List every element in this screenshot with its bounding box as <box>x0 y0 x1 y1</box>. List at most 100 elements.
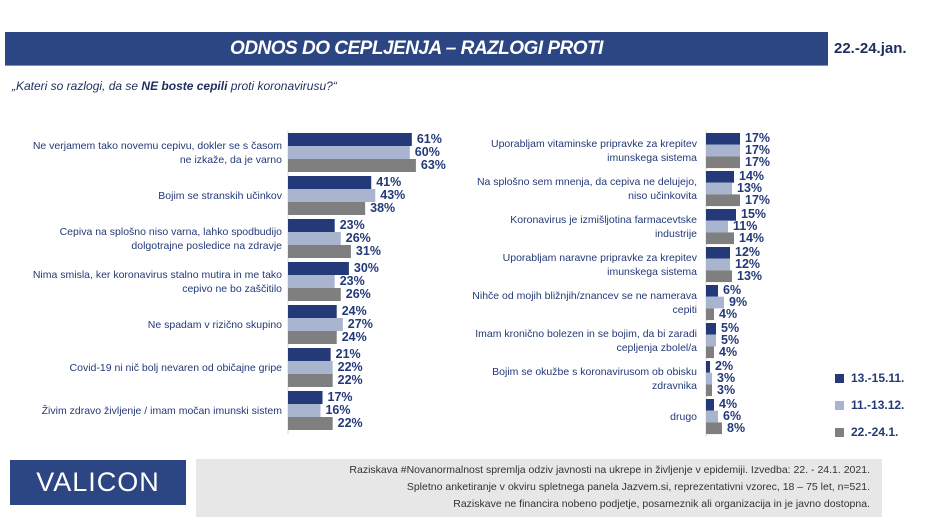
data-label: 6% <box>723 283 742 298</box>
bar <box>706 361 710 373</box>
data-label: 4% <box>719 397 738 412</box>
data-label: 26% <box>345 287 371 301</box>
data-label: 9% <box>729 295 748 310</box>
bar <box>706 194 740 207</box>
legend-item: 13.-15.11. <box>835 371 904 385</box>
bar <box>288 146 410 159</box>
data-label: 23% <box>339 274 365 288</box>
category-label: Uporabljam vitaminske pripravke za krepi… <box>491 137 697 164</box>
bar <box>288 348 331 361</box>
bar <box>706 182 732 195</box>
bar <box>288 391 323 404</box>
bar <box>706 399 714 411</box>
data-label: 23% <box>339 218 365 232</box>
data-label: 17% <box>745 143 771 158</box>
bar <box>706 384 712 397</box>
data-label: 2% <box>715 359 734 374</box>
bar <box>288 245 351 258</box>
bar <box>288 305 337 318</box>
bar <box>706 247 730 259</box>
data-label: 11% <box>733 219 758 234</box>
data-label: 30% <box>353 261 379 275</box>
category-label: Nihče od mojih bližnjih/znancev se ne na… <box>472 289 697 316</box>
data-label: 16% <box>325 403 351 417</box>
data-label: 31% <box>355 244 381 258</box>
data-label: 60% <box>414 145 440 159</box>
question-emphasis: NE boste cepili <box>141 79 228 93</box>
data-label: 13% <box>737 268 763 283</box>
data-label: 38% <box>370 201 396 215</box>
data-label: 17% <box>745 131 771 146</box>
bar <box>288 275 335 288</box>
legend-swatch <box>835 401 844 410</box>
data-label: 17% <box>327 390 353 404</box>
footer-note: Raziskava #Novanormalnost spremlja odziv… <box>196 459 882 517</box>
data-label: 6% <box>723 409 742 424</box>
bar <box>288 232 341 245</box>
valicon-logo: VALICON <box>10 460 186 505</box>
data-label: 4% <box>719 306 738 321</box>
bar <box>288 202 366 215</box>
bar <box>288 176 372 189</box>
bar <box>288 404 321 417</box>
category-label: Imam kronično bolezen in se bojim, da bi… <box>475 327 697 354</box>
footer-line: Spletno anketiranje v okviru spletnega p… <box>406 481 870 493</box>
data-label: 22% <box>337 373 363 387</box>
legend-label: 13.-15.11. <box>851 371 905 385</box>
category-label: Bojim se stranskih učinkov <box>158 189 282 202</box>
category-label: Bojim se okužbe s koronavirusom ob obisk… <box>492 365 697 392</box>
category-label: Na splošno sem mnenja, da cepiva ne delu… <box>476 175 697 202</box>
title-band <box>5 32 828 66</box>
page-title: ODNOS DO CEPLJENJA – RAZLOGI PROTI <box>230 38 603 59</box>
data-label: 15% <box>741 207 767 222</box>
legend-item: 22.-24.1. <box>835 425 898 439</box>
bar <box>288 361 333 374</box>
bar <box>706 258 730 271</box>
bar <box>288 318 343 331</box>
bar <box>288 331 337 344</box>
category-label: Covid-19 ni nič bolj nevaren od običajne… <box>69 361 282 374</box>
data-label: 8% <box>727 420 746 435</box>
data-label: 63% <box>420 158 446 172</box>
bar <box>706 323 716 335</box>
bar <box>706 144 740 157</box>
question-text: „Kateri so razlogi, da se <box>12 79 142 93</box>
bar <box>288 417 333 430</box>
data-label: 12% <box>735 257 761 272</box>
bar <box>288 262 349 275</box>
bar <box>288 189 376 202</box>
legend-label: 22.-24.1. <box>851 425 899 439</box>
data-label: 27% <box>347 317 373 331</box>
bar <box>288 133 412 146</box>
bar <box>706 171 734 183</box>
bar <box>288 288 341 301</box>
bar <box>706 308 714 321</box>
bar <box>706 133 740 145</box>
category-label: Ne spadam v rizično skupino <box>147 318 282 331</box>
data-label: 12% <box>735 245 761 260</box>
survey-question: „Kateri so razlogi, da se NE boste cepil… <box>12 79 337 93</box>
bar <box>706 285 718 297</box>
data-label: 21% <box>335 347 361 361</box>
data-label: 22% <box>337 360 363 374</box>
data-label: 26% <box>345 231 371 245</box>
bar <box>706 220 728 233</box>
bar <box>706 346 714 359</box>
footer-line: Raziskave ne financira nobeno podjetje, … <box>453 498 870 510</box>
data-label: 14% <box>739 169 765 184</box>
bar <box>706 232 734 245</box>
data-label: 24% <box>341 304 367 318</box>
bar <box>288 374 333 387</box>
data-label: 24% <box>341 330 367 344</box>
category-label: Cepiva na splošno niso varna, lahko spod… <box>59 225 282 252</box>
bar <box>706 422 722 435</box>
bar <box>288 219 335 232</box>
bar <box>706 372 712 385</box>
data-label: 43% <box>380 188 406 202</box>
category-label: Uporabljam naravne pripravke za krepitev… <box>502 251 697 278</box>
data-label: 17% <box>745 154 771 169</box>
bar <box>706 334 716 347</box>
footer-line: Raziskava #Novanormalnost spremlja odziv… <box>349 464 870 476</box>
bar <box>706 296 724 309</box>
